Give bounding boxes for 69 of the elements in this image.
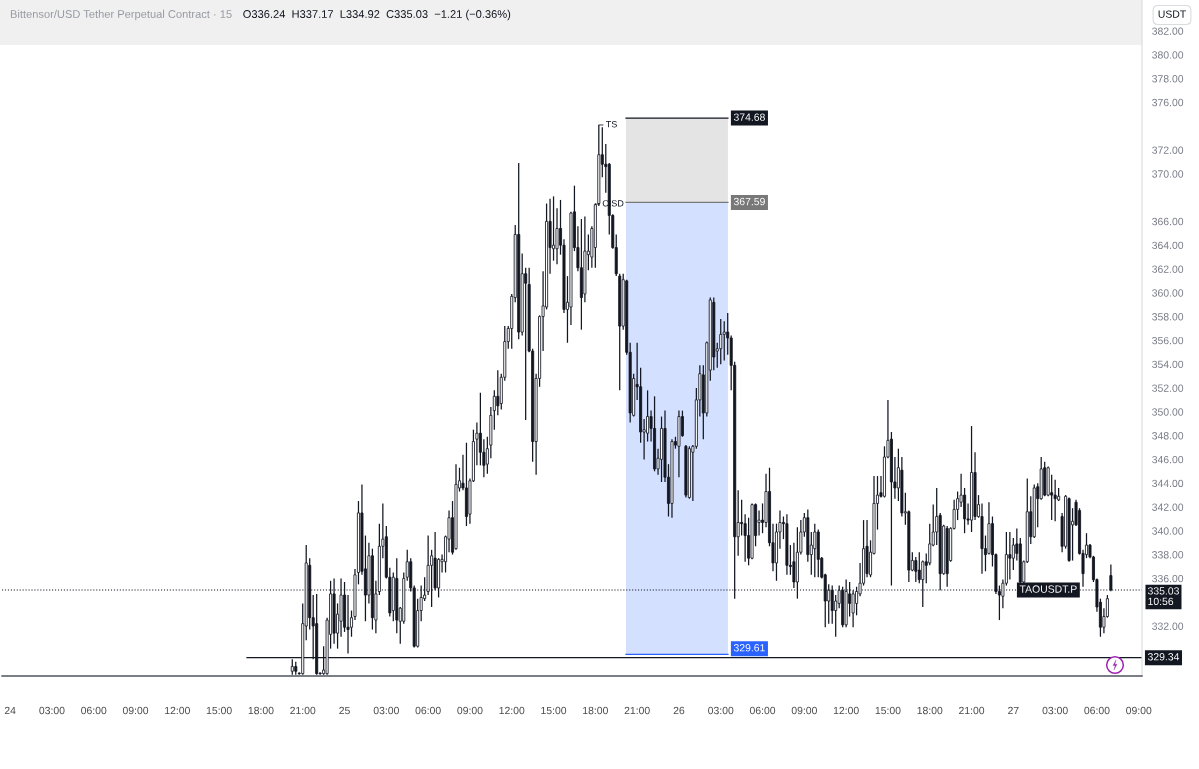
x-tick-label: 06:00 — [1084, 706, 1110, 715]
candlestick — [1008, 531, 1012, 581]
y-tick-label: 372.00 — [1152, 146, 1184, 154]
x-tick-label: 03:00 — [1042, 706, 1068, 715]
text: Bittensor/USD Tether Perpetual Contract · 15 — [10, 9, 232, 21]
x-tick-label: 15:00 — [875, 706, 901, 715]
y-tick-label: 346.00 — [1152, 455, 1184, 464]
y-tick-label: 376.00 — [1152, 98, 1184, 107]
x-tick-label: 09:00 — [1126, 706, 1152, 715]
candlestick — [719, 318, 723, 365]
x-tick-label: 21:00 — [290, 706, 316, 715]
y-tick-label: 378.00 — [1152, 75, 1184, 83]
y-tick-label: 360.00 — [1152, 289, 1184, 297]
x-tick-label: 18:00 — [248, 706, 274, 715]
candlestick — [722, 320, 726, 362]
x-tick-label: 03:00 — [708, 706, 734, 715]
y-tick-label: 348.00 — [1152, 432, 1184, 440]
annotation: TS — [605, 121, 617, 128]
y-axis-title: USDT — [1158, 10, 1186, 18]
x-tick-label: 03:00 — [373, 706, 399, 715]
x-tick-label: 21:00 — [959, 706, 985, 715]
data-label: 329.61 — [733, 644, 765, 652]
x-tick-label: 09:00 — [457, 706, 483, 715]
y-tick-label: 344.00 — [1152, 479, 1184, 488]
y-tick-label: 350.00 — [1152, 408, 1184, 416]
y-tick-label: 354.00 — [1152, 360, 1184, 369]
y-tick-label: 358.00 — [1152, 313, 1184, 321]
x-tick-label: 06:00 — [415, 706, 441, 715]
y-tick-label: 362.00 — [1152, 265, 1184, 273]
x-tick-label: 12:00 — [165, 706, 190, 715]
x-tick-label: 09:00 — [791, 706, 817, 715]
annotation: TAOUSDT.P — [1019, 585, 1077, 593]
x-tick-label: 12:00 — [833, 706, 859, 715]
x-tick-label: 26 — [673, 706, 685, 715]
x-tick-label: 09:00 — [122, 706, 149, 715]
text: O336.24 H337.17 L334.92 C335.03 −1.21 (−0.36%) — [243, 9, 511, 21]
data-label: 329.34 — [1147, 653, 1180, 661]
x-tick-label: 25 — [339, 706, 350, 715]
x-tick-label: 21:00 — [624, 706, 650, 715]
x-tick-label: 24 — [4, 706, 16, 715]
y-tick-label: 342.00 — [1152, 503, 1184, 511]
y-tick-label: 340.00 — [1152, 527, 1184, 535]
data-label: 374.68 — [733, 113, 765, 121]
x-tick-label: 27 — [1008, 706, 1019, 715]
candlestick — [914, 556, 918, 583]
x-tick-label: 18:00 — [583, 706, 608, 715]
x-tick-label: 06:00 — [749, 706, 776, 715]
candlestick — [834, 594, 838, 638]
candlestick — [660, 415, 664, 483]
y-tick-label: 380.00 — [1152, 51, 1184, 59]
x-tick-label: 12:00 — [499, 706, 525, 715]
y-tick-label: 338.00 — [1152, 551, 1184, 559]
y-tick-label: 336.00 — [1152, 574, 1184, 583]
x-tick-label: 03:00 — [39, 706, 65, 715]
y-tick-label: 366.00 — [1152, 217, 1184, 226]
y-tick-label: 364.00 — [1152, 241, 1184, 250]
y-tick-label: 370.00 — [1152, 170, 1184, 178]
x-tick-label: 15:00 — [206, 706, 232, 715]
x-tick-label: 15:00 — [541, 706, 567, 715]
candlestick — [1053, 479, 1057, 522]
x-tick-label: 18:00 — [917, 706, 943, 715]
data-label: 367.59 — [733, 197, 765, 206]
y-tick-label: 356.00 — [1152, 336, 1184, 345]
y-tick-label: 332.00 — [1152, 622, 1184, 630]
x-tick-label: 06:00 — [81, 706, 107, 715]
ref-line-label: 335.03 10:56 — [1147, 587, 1179, 606]
candlestick — [917, 551, 921, 584]
y-tick-label: 352.00 — [1152, 384, 1184, 392]
y-tick-label: 382.00 — [1152, 27, 1184, 35]
